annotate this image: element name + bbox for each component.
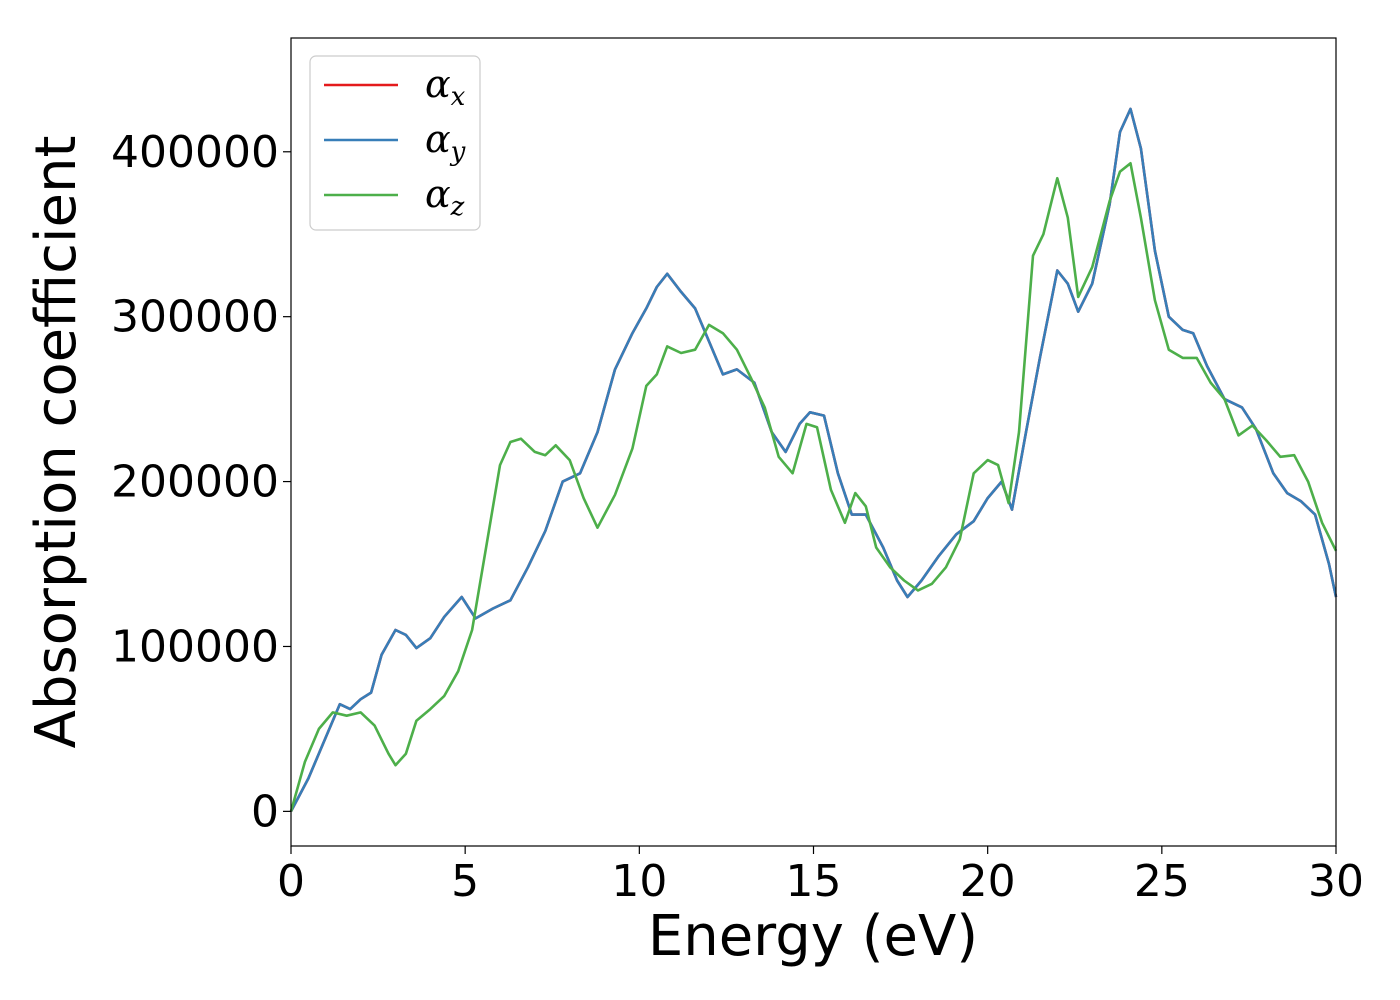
y-tick-label: 200000 [111, 457, 279, 508]
x-tick-label: 10 [611, 856, 667, 907]
x-tick-label: 20 [960, 856, 1016, 907]
series-line-alpha-y [289, 107, 1338, 813]
y-tick-label: 0 [251, 786, 279, 837]
y-tick-label: 400000 [111, 127, 279, 178]
x-tick-label: 30 [1308, 856, 1364, 907]
series-line-alpha-z [289, 162, 1338, 812]
y-tick-label: 100000 [111, 621, 279, 672]
x-axis-ticks: 0 5 10 15 20 25 30 [277, 846, 1364, 907]
x-tick-label: 25 [1134, 856, 1190, 907]
x-tick-label: 5 [451, 856, 479, 907]
y-tick-label: 300000 [111, 292, 279, 343]
series-layer [289, 107, 1338, 813]
x-tick-label: 15 [786, 856, 842, 907]
x-axis-label: Energy (eV) [648, 904, 978, 969]
legend-box [309, 55, 481, 231]
y-axis-ticks: 0 100000 200000 300000 400000 [111, 127, 291, 837]
y-axis-label: Absorption coefficient [24, 136, 89, 749]
x-tick-label: 0 [277, 856, 305, 907]
